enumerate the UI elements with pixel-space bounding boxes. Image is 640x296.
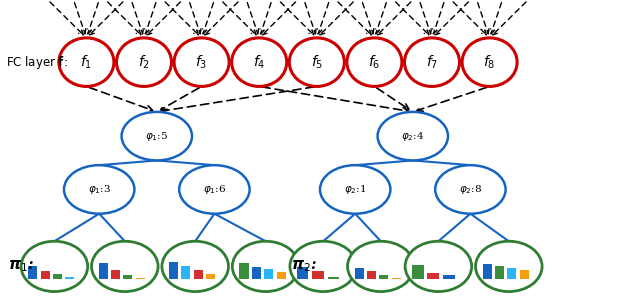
Text: $\varphi_1$:3: $\varphi_1$:3 [88,183,111,196]
Bar [40,271,50,279]
Bar [508,268,516,279]
Ellipse shape [289,38,344,86]
Bar [252,267,261,279]
Text: $\varphi_1$:6: $\varphi_1$:6 [203,183,226,196]
Bar [264,269,273,279]
Ellipse shape [476,241,542,292]
Text: $f_2$: $f_2$ [138,54,150,71]
Ellipse shape [435,165,506,214]
Ellipse shape [290,241,356,292]
Ellipse shape [320,165,390,214]
Ellipse shape [348,241,414,292]
Text: $\varphi_2$:8: $\varphi_2$:8 [459,183,482,196]
Text: $f_3$: $f_3$ [195,54,208,71]
Text: $\boldsymbol{\pi}_1$:: $\boldsymbol{\pi}_1$: [8,258,34,274]
Text: $\varphi_2$:1: $\varphi_2$:1 [344,183,367,196]
Ellipse shape [462,38,517,86]
Bar [412,265,424,279]
Text: FC layer $\mathbf{f}$:: FC layer $\mathbf{f}$: [6,54,68,71]
Ellipse shape [347,38,402,86]
Ellipse shape [162,241,228,292]
Bar [136,278,145,279]
Text: $f_8$: $f_8$ [483,54,496,71]
Bar [443,275,454,279]
Bar [206,274,215,279]
Bar [367,271,376,279]
Bar [111,270,120,279]
Ellipse shape [116,38,172,86]
Ellipse shape [232,241,299,292]
Bar [483,264,492,279]
Bar [380,275,388,279]
Text: $f_1$: $f_1$ [81,54,92,71]
Bar [276,272,285,279]
Bar [312,271,324,279]
Bar [124,275,132,279]
Bar [28,266,37,279]
Text: $f_6$: $f_6$ [368,54,381,71]
Bar [495,266,504,279]
Ellipse shape [378,112,448,160]
Bar [328,276,339,279]
Bar [297,267,308,279]
Bar [428,273,439,279]
Ellipse shape [232,38,287,86]
Text: $f_4$: $f_4$ [253,54,266,71]
Ellipse shape [21,241,88,292]
Bar [181,266,191,279]
Text: $\varphi_1$:5: $\varphi_1$:5 [145,130,168,143]
Bar [392,278,401,279]
Ellipse shape [92,241,158,292]
Bar [194,270,203,279]
Bar [355,268,364,279]
Ellipse shape [122,112,192,160]
Bar [53,274,62,279]
Bar [99,263,108,279]
Ellipse shape [405,241,472,292]
Ellipse shape [59,38,114,86]
Ellipse shape [404,38,460,86]
Ellipse shape [64,165,134,214]
Bar [520,270,529,279]
Text: $\boldsymbol{\pi}_2$:: $\boldsymbol{\pi}_2$: [291,258,317,274]
Text: $f_5$: $f_5$ [310,54,323,71]
Text: $f_7$: $f_7$ [426,54,438,71]
Ellipse shape [174,38,229,86]
Ellipse shape [179,165,250,214]
Bar [65,277,74,279]
Text: $\varphi_2$:4: $\varphi_2$:4 [401,130,424,143]
Bar [239,263,248,279]
Bar [169,262,178,279]
